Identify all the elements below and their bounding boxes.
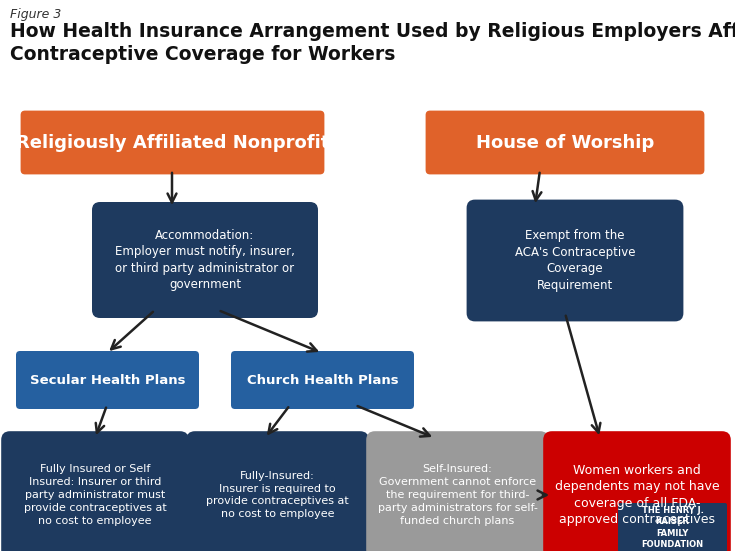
FancyBboxPatch shape bbox=[467, 199, 684, 321]
Text: Self-Insured:
Government cannot enforce
the requirement for third-
party adminis: Self-Insured: Government cannot enforce … bbox=[378, 464, 537, 526]
Text: Fully-Insured:
Insurer is required to
provide contraceptives at
no cost to emplo: Fully-Insured: Insurer is required to pr… bbox=[206, 471, 349, 519]
FancyBboxPatch shape bbox=[618, 503, 727, 551]
FancyBboxPatch shape bbox=[543, 431, 731, 551]
Text: How Health Insurance Arrangement Used by Religious Employers Affects
Contracepti: How Health Insurance Arrangement Used by… bbox=[10, 22, 735, 64]
FancyBboxPatch shape bbox=[366, 431, 549, 551]
Text: Religiously Affiliated Nonprofit: Religiously Affiliated Nonprofit bbox=[16, 133, 329, 152]
Text: Fully Insured or Self
Insured: Insurer or third
party administrator must
provide: Fully Insured or Self Insured: Insurer o… bbox=[24, 464, 166, 526]
Text: THE HENRY J.
KAISER
FAMILY
FOUNDATION: THE HENRY J. KAISER FAMILY FOUNDATION bbox=[642, 506, 703, 549]
FancyBboxPatch shape bbox=[186, 431, 369, 551]
Text: Figure 3: Figure 3 bbox=[10, 8, 62, 21]
Text: Secular Health Plans: Secular Health Plans bbox=[29, 374, 185, 386]
FancyBboxPatch shape bbox=[16, 351, 199, 409]
Text: Accommodation:
Employer must notify, insurer,
or third party administrator or
go: Accommodation: Employer must notify, ins… bbox=[115, 229, 295, 291]
Text: House of Worship: House of Worship bbox=[476, 133, 654, 152]
FancyBboxPatch shape bbox=[426, 111, 704, 175]
FancyBboxPatch shape bbox=[21, 111, 324, 175]
Text: Church Health Plans: Church Health Plans bbox=[247, 374, 398, 386]
FancyBboxPatch shape bbox=[1, 431, 189, 551]
Text: Exempt from the
ACA's Contraceptive
Coverage
Requirement: Exempt from the ACA's Contraceptive Cove… bbox=[514, 229, 635, 291]
FancyBboxPatch shape bbox=[231, 351, 414, 409]
FancyBboxPatch shape bbox=[92, 202, 318, 318]
Text: Women workers and
dependents may not have
coverage of all FDA-
approved contrace: Women workers and dependents may not hav… bbox=[555, 464, 720, 526]
